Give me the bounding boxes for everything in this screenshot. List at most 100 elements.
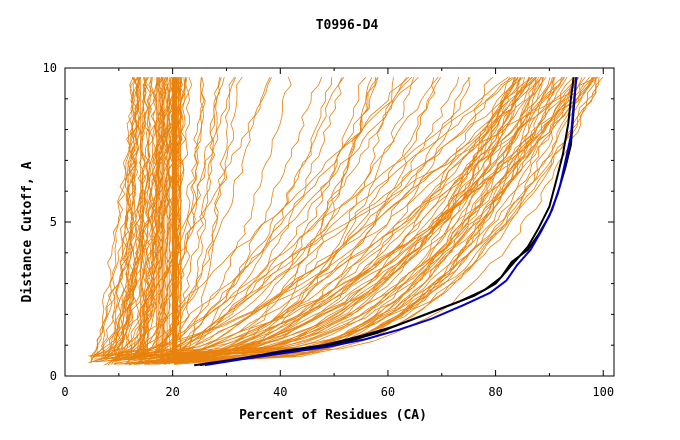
orange-model-curve xyxy=(140,77,144,360)
orange-model-curve xyxy=(172,76,556,358)
orange-model-curve xyxy=(112,76,379,359)
orange-model-curve xyxy=(105,77,181,361)
orange-model-curve xyxy=(143,77,575,357)
orange-model-curve xyxy=(102,76,138,359)
orange-model-curve xyxy=(160,77,173,357)
orange-model-curve xyxy=(132,77,149,358)
orange-model-curve xyxy=(181,76,471,361)
orange-model-curve xyxy=(122,77,225,357)
orange-model-curve xyxy=(150,77,583,362)
orange-model-curve xyxy=(156,77,222,365)
x-tick-label: 60 xyxy=(381,385,395,399)
orange-model-curve xyxy=(159,77,163,359)
orange-model-curve xyxy=(139,77,152,362)
orange-model-curve xyxy=(177,76,410,356)
orange-model-curve xyxy=(164,76,538,355)
orange-model-curve xyxy=(174,77,600,365)
orange-model-curve xyxy=(151,77,554,365)
orange-model-curve xyxy=(168,77,595,356)
orange-model-curve xyxy=(164,76,509,366)
orange-model-curve xyxy=(171,76,524,359)
orange-model-curve xyxy=(180,77,379,360)
orange-model-curve xyxy=(164,76,513,356)
orange-model-curve xyxy=(133,77,415,365)
series-line-top-model-blue xyxy=(204,77,578,367)
orange-model-curve xyxy=(99,77,179,362)
orange-model-curve xyxy=(168,77,172,365)
x-axis-label: Percent of Residues (CA) xyxy=(239,408,427,423)
orange-model-curve xyxy=(171,77,184,358)
orange-model-curve xyxy=(174,76,543,365)
orange-model-curve xyxy=(101,77,138,361)
orange-model-curve xyxy=(90,77,173,363)
orange-model-curve xyxy=(176,77,597,358)
orange-model-curve xyxy=(140,77,159,359)
orange-model-curve xyxy=(133,76,407,357)
orange-model-curve xyxy=(145,77,525,358)
orange-model-curve xyxy=(127,77,373,361)
y-axis-label: Distance Cutoff, A xyxy=(20,161,35,302)
orange-model-curve xyxy=(126,76,138,364)
orange-model-curve xyxy=(113,76,590,364)
orange-model-curve xyxy=(174,77,178,364)
orange-model-curve xyxy=(164,77,537,357)
chart-title: T0996-D4 xyxy=(316,18,379,33)
orange-model-curve xyxy=(132,77,204,358)
orange-model-curve xyxy=(175,77,182,363)
orange-model-curve xyxy=(116,77,459,357)
orange-model-curve xyxy=(163,77,594,363)
orange-model-curve xyxy=(138,77,471,362)
x-tick-label: 20 xyxy=(165,385,179,399)
orange-model-curve xyxy=(180,76,604,361)
orange-model-curves xyxy=(88,76,604,366)
y-tick-label: 5 xyxy=(50,215,57,229)
orange-model-curve xyxy=(175,76,568,355)
highlighted-series xyxy=(194,77,578,367)
orange-model-curve xyxy=(125,77,140,357)
orange-model-curve xyxy=(110,77,551,360)
orange-model-curve xyxy=(92,76,565,358)
orange-model-curve xyxy=(121,77,134,360)
orange-model-curve xyxy=(140,77,193,355)
x-tick-label: 0 xyxy=(61,385,68,399)
orange-model-curve xyxy=(168,77,543,363)
orange-model-curve xyxy=(116,76,419,361)
orange-model-curve xyxy=(114,77,292,360)
orange-model-curve xyxy=(173,77,530,356)
orange-model-curve xyxy=(112,77,578,360)
orange-model-curve xyxy=(113,76,345,362)
x-tick-label: 80 xyxy=(488,385,502,399)
x-axis-ticks: 0 20 40 60 80 100 xyxy=(61,68,614,399)
orange-model-curve xyxy=(101,76,243,360)
orange-model-curve xyxy=(160,77,562,359)
orange-model-curve xyxy=(136,76,534,365)
orange-model-curve xyxy=(180,77,323,364)
orange-model-curve xyxy=(96,76,598,363)
orange-model-curve xyxy=(147,76,586,365)
orange-model-curve xyxy=(113,77,376,362)
y-axis-ticks: 0 5 10 xyxy=(43,61,614,383)
orange-model-curve xyxy=(90,76,150,364)
orange-model-curve xyxy=(156,77,516,357)
orange-model-curve xyxy=(126,76,367,356)
orange-model-curve xyxy=(153,77,189,357)
orange-model-curve xyxy=(176,77,515,362)
orange-model-curve xyxy=(167,77,555,361)
x-tick-label: 40 xyxy=(273,385,287,399)
orange-model-curve xyxy=(125,77,394,364)
y-tick-label: 0 xyxy=(50,369,57,383)
orange-model-curve xyxy=(124,77,530,365)
orange-model-curve xyxy=(171,77,174,358)
orange-model-curve xyxy=(111,77,168,365)
orange-model-curve xyxy=(144,76,537,365)
orange-model-curve xyxy=(114,77,205,358)
y-tick-label: 10 xyxy=(43,61,57,75)
orange-model-curve xyxy=(140,77,221,361)
x-tick-label: 100 xyxy=(592,385,614,399)
orange-model-curve xyxy=(164,76,580,364)
orange-model-curve xyxy=(132,77,510,356)
series-line-top-model-black-2 xyxy=(199,77,578,367)
orange-model-curve xyxy=(103,76,139,356)
orange-model-curve xyxy=(121,77,343,358)
